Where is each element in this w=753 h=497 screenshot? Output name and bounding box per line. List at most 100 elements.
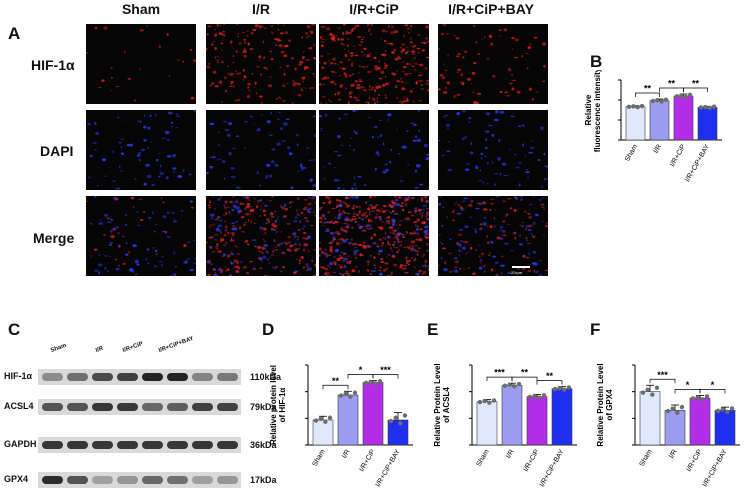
micrograph-dapi-2 bbox=[319, 110, 429, 190]
category-label: Sham bbox=[639, 448, 654, 467]
row-label-dapi: DAPI bbox=[40, 143, 74, 159]
blot-band bbox=[167, 441, 188, 449]
micrograph-merge-1 bbox=[206, 196, 316, 276]
category-label: I/R+CiP+BAY bbox=[539, 448, 566, 488]
significance-bracket bbox=[699, 389, 726, 394]
blot-kda-label: 17kDa bbox=[250, 475, 277, 485]
data-point bbox=[527, 394, 533, 400]
panel-letter-f: F bbox=[590, 320, 601, 339]
data-point bbox=[482, 398, 487, 404]
bar bbox=[664, 410, 686, 446]
data-point bbox=[552, 386, 558, 392]
data-point bbox=[313, 418, 319, 423]
significance-label: *** bbox=[380, 365, 391, 375]
blot-strip bbox=[38, 399, 241, 415]
bar bbox=[476, 401, 498, 446]
significance-bracket bbox=[511, 376, 538, 382]
panel-letter-e: E bbox=[427, 320, 439, 339]
column-header-ir: I/R bbox=[252, 1, 270, 17]
significance-label: * bbox=[359, 365, 363, 375]
data-point bbox=[725, 409, 730, 414]
data-point bbox=[640, 390, 646, 395]
data-point bbox=[687, 92, 693, 97]
data-point bbox=[388, 418, 394, 424]
data-point bbox=[507, 382, 512, 387]
data-point bbox=[352, 390, 358, 395]
category-label: Sham bbox=[312, 448, 327, 467]
data-point bbox=[487, 400, 492, 405]
blot-band bbox=[217, 476, 238, 484]
category-label: I/R+CiP+BAY bbox=[702, 448, 729, 488]
blot-strip bbox=[38, 472, 241, 488]
significance-bracket bbox=[649, 378, 676, 384]
micrograph-merge-3 bbox=[438, 196, 548, 276]
data-point bbox=[537, 395, 542, 400]
data-point bbox=[690, 396, 696, 401]
panel-letter-c: C bbox=[8, 320, 21, 339]
column-header-ir-cip: I/R+CiP bbox=[349, 1, 399, 17]
blot-band bbox=[167, 476, 188, 484]
bar bbox=[697, 107, 718, 141]
significance-bracket bbox=[486, 376, 513, 382]
blot-band bbox=[192, 441, 213, 449]
data-point bbox=[562, 387, 567, 392]
blot-strip bbox=[38, 369, 241, 385]
blot-protein-label: GPX4 bbox=[4, 474, 29, 484]
data-point bbox=[665, 408, 671, 414]
micrograph-hif-0 bbox=[86, 24, 196, 104]
data-point bbox=[373, 381, 378, 386]
blot-kda-label: 110kDa bbox=[250, 372, 282, 382]
data-point bbox=[491, 398, 497, 403]
micrograph-hif-3 bbox=[438, 24, 548, 104]
category-label: Sham bbox=[476, 448, 491, 467]
category-label: I/R+CiP+BAY bbox=[684, 143, 711, 183]
significance-bracket bbox=[322, 384, 349, 390]
significance-label: ** bbox=[644, 84, 652, 94]
data-point bbox=[338, 393, 344, 398]
panel-letter-d: D bbox=[262, 320, 275, 339]
lane-label: I/R+CiP+BAY bbox=[157, 335, 195, 354]
significance-bracket bbox=[674, 389, 701, 394]
scale-bar bbox=[512, 266, 530, 268]
data-point bbox=[343, 391, 348, 397]
data-point bbox=[650, 98, 656, 104]
significance-bracket bbox=[372, 374, 399, 379]
data-point bbox=[707, 105, 712, 110]
chart-d: Relative protein levelof HIF-1α Sham I/R I/… bbox=[269, 364, 413, 488]
blot-band bbox=[92, 476, 113, 484]
significance-label: ** bbox=[521, 368, 529, 378]
data-point bbox=[348, 394, 353, 399]
data-point bbox=[631, 104, 636, 109]
data-point bbox=[659, 99, 664, 104]
micrograph-dapi-0 bbox=[86, 110, 196, 190]
data-point bbox=[698, 105, 704, 110]
significance-label: ** bbox=[332, 376, 340, 386]
data-point bbox=[502, 383, 508, 388]
micrograph-merge-0 bbox=[86, 196, 196, 276]
data-point bbox=[626, 104, 632, 110]
blot-band bbox=[142, 441, 163, 449]
significance-label: *** bbox=[657, 370, 668, 380]
panel-letter-b: B bbox=[590, 52, 603, 71]
blot-protein-label: ACSL4 bbox=[4, 401, 34, 411]
micrograph-hif-2 bbox=[319, 24, 429, 104]
bar bbox=[387, 419, 409, 446]
significance-label: ** bbox=[546, 371, 554, 381]
micrograph-dapi-1 bbox=[206, 110, 316, 190]
blot-band bbox=[142, 476, 163, 484]
data-point bbox=[532, 393, 537, 399]
significance-label: *** bbox=[494, 368, 505, 378]
blot-band bbox=[142, 373, 163, 381]
blot-band bbox=[117, 403, 138, 411]
bar bbox=[689, 397, 711, 446]
data-point bbox=[715, 408, 721, 414]
lane-label: Sham bbox=[49, 342, 68, 354]
blot-band bbox=[67, 441, 88, 449]
scale-bar-label: 20 μm bbox=[511, 270, 523, 275]
y-axis-label: Relative Protein Levelof ACSL4 bbox=[433, 363, 451, 446]
blot-band bbox=[117, 441, 138, 449]
category-label: I/R+CiP bbox=[359, 448, 377, 473]
blot-band bbox=[117, 476, 138, 484]
category-label: I/R bbox=[505, 449, 516, 460]
micrograph-dapi-3 bbox=[438, 110, 548, 190]
